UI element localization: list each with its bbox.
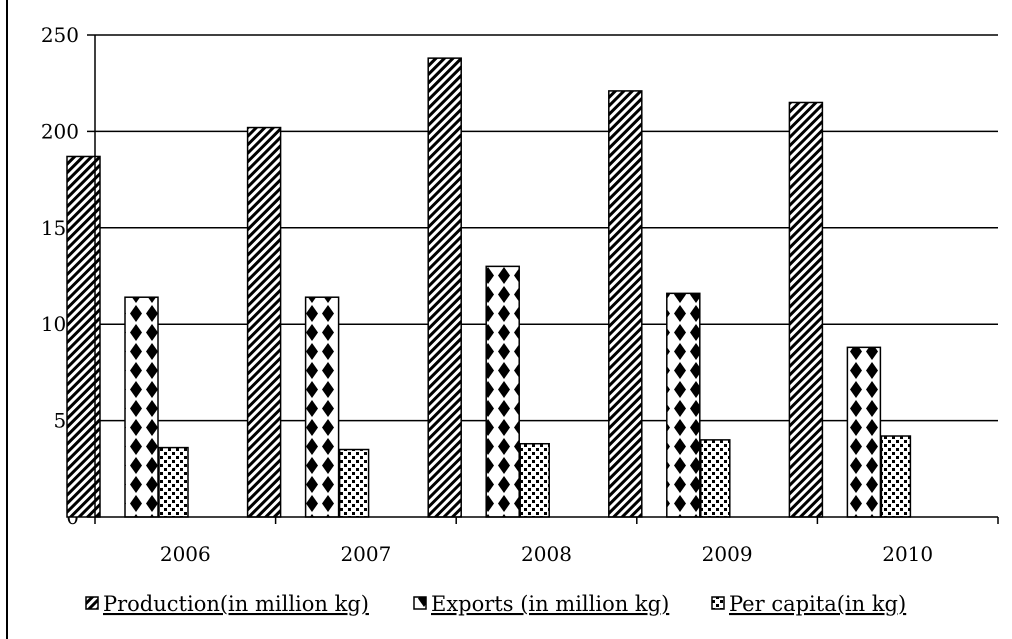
legend-swatch-diamonds — [413, 596, 427, 610]
y-tick-label: 250 — [41, 23, 79, 47]
legend-swatch-diagonal-stripes — [85, 596, 99, 610]
bar-speckle-2007 — [338, 448, 370, 518]
x-tick-label: 2006 — [160, 542, 211, 566]
bar-speckle-2006 — [158, 446, 189, 518]
bar-speckle-2008 — [519, 442, 550, 518]
bar-diamonds-2007 — [304, 296, 340, 518]
legend-label: Per capita(in kg) — [729, 592, 906, 616]
bar-diagonal-stripes-2010 — [788, 101, 824, 518]
bar-speckle-2009 — [700, 439, 731, 518]
legend-label: Exports (in million kg) — [431, 592, 669, 616]
x-tick-label: 2010 — [882, 542, 933, 566]
bar-diagonal-stripes-2008 — [427, 57, 462, 518]
bar-diamonds-2006 — [124, 296, 159, 518]
bar-diagonal-stripes-2009 — [608, 90, 643, 518]
x-axis-ticks: 2006 2007 2008 2009 2010 — [94, 517, 999, 566]
bar-speckle-2010 — [880, 435, 912, 518]
y-tick-label: 200 — [41, 119, 79, 143]
x-tick-label: 2008 — [521, 542, 572, 566]
bars — [66, 57, 912, 518]
gridlines — [95, 34, 998, 422]
bar-diamonds-2009 — [666, 292, 701, 518]
bar-diamonds-2010 — [846, 346, 882, 518]
bar-diagonal-stripes-2007 — [246, 126, 282, 518]
x-tick-label: 2009 — [702, 542, 753, 566]
legend: Production(in million kg) Exports (in mil… — [85, 592, 906, 616]
x-tick-label: 2007 — [340, 542, 391, 566]
axes — [94, 35, 998, 518]
legend-swatch-speckle — [711, 596, 725, 610]
legend-label: Production(in million kg) — [103, 592, 369, 616]
bar-diamonds-2008 — [485, 265, 520, 518]
